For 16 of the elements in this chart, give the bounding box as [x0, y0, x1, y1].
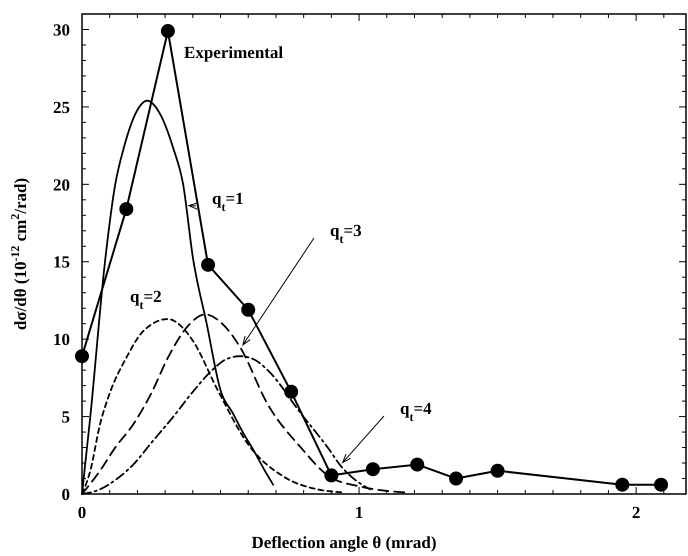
x-tick-label: 2 [632, 503, 640, 522]
x-axis-title: Deflection angle θ (mrad) [252, 533, 436, 552]
series-label: Experimental [184, 43, 284, 62]
y-tick-label: 20 [53, 175, 70, 194]
y-tick-label: 0 [62, 485, 70, 504]
y-tick-label: 5 [62, 408, 70, 427]
y-tick-label: 30 [53, 20, 70, 40]
y-tick-label: 25 [53, 98, 70, 117]
legend-label: q$_{t}$=1 [212, 189, 244, 214]
text: q$_{t}$=4 [400, 399, 432, 424]
series-label: q$_{t}$=2 [130, 287, 162, 312]
y-tick-label: 15 [53, 252, 70, 272]
x-tick-label: 1 [354, 503, 364, 522]
x-tick-label: 0 [78, 503, 86, 522]
text: q$_{t}$=3 [330, 221, 362, 246]
y-tick-label: 10 [53, 330, 70, 350]
